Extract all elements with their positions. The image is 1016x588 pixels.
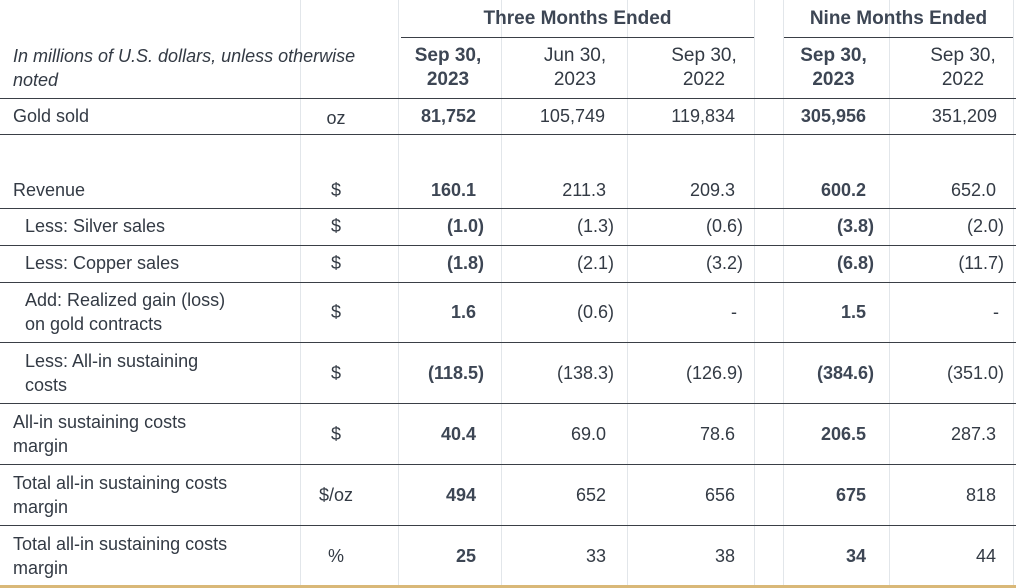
period-header: Sep 30, 2022	[930, 45, 996, 90]
row-label: Less: All-in sustaining costs	[25, 351, 199, 395]
row-unit: $	[330, 424, 341, 444]
row-label: Less: Silver sales	[25, 216, 166, 236]
value-cell: 600.2	[820, 180, 866, 200]
value-cell: (2.0)	[966, 216, 1004, 236]
row-unit: %	[327, 546, 344, 566]
value-cell: 287.3	[950, 424, 996, 444]
row-unit: $	[330, 253, 341, 273]
table-bottom-border	[0, 585, 1016, 588]
value-cell: (126.9)	[685, 363, 743, 383]
value-cell: 351,209	[931, 106, 997, 126]
value-cell: (6.8)	[836, 253, 874, 273]
value-cell: 675	[835, 485, 866, 505]
row-label: Gold sold	[13, 106, 90, 126]
value-cell: 40.4	[440, 424, 476, 444]
value-cell: 652.0	[950, 180, 996, 200]
value-cell: 25	[455, 546, 476, 566]
value-cell: (3.8)	[836, 216, 874, 236]
value-cell: -	[993, 302, 999, 322]
row-label: Add: Realized gain (loss) on gold contrac…	[25, 290, 226, 334]
grid-line	[889, 0, 890, 586]
group-underline	[401, 37, 754, 38]
grid-line	[398, 0, 399, 586]
value-cell: 119,834	[671, 106, 735, 126]
row-unit: $	[330, 363, 341, 383]
value-cell: (3.2)	[705, 253, 743, 273]
value-cell: 305,956	[800, 106, 866, 126]
row-label: Less: Copper sales	[25, 253, 180, 273]
row-divider	[0, 403, 1016, 404]
value-cell: (1.0)	[446, 216, 484, 236]
row-label: Total all-in sustaining costs margin	[13, 473, 228, 517]
row-divider	[0, 98, 1016, 99]
value-cell: (384.6)	[816, 363, 874, 383]
grid-line	[501, 0, 502, 586]
value-cell: 81,752	[420, 106, 476, 126]
row-unit: $	[330, 302, 341, 322]
row-divider	[0, 525, 1016, 526]
value-cell: 105,749	[539, 106, 605, 126]
row-unit: oz	[326, 108, 346, 128]
value-cell: 38	[714, 546, 735, 566]
table-caption: In millions of U.S. dollars, unless othe…	[13, 46, 356, 90]
value-cell: 33	[585, 546, 606, 566]
value-cell: 652	[575, 485, 606, 505]
value-cell: (2.1)	[576, 253, 614, 273]
period-header: Sep 30, 2023	[414, 45, 482, 90]
row-label: All-in sustaining costs margin	[13, 412, 187, 456]
value-cell: (0.6)	[576, 302, 614, 322]
row-divider	[0, 134, 1016, 135]
value-cell: (138.3)	[556, 363, 614, 383]
row-divider	[0, 282, 1016, 283]
grid-line	[1013, 0, 1014, 586]
value-cell: 494	[445, 485, 476, 505]
group-underline	[784, 37, 1013, 38]
grid-line	[300, 0, 301, 586]
value-cell: 656	[704, 485, 735, 505]
period-header: Sep 30, 2022	[671, 45, 737, 90]
row-unit: $/oz	[318, 485, 354, 505]
grid-line	[627, 0, 628, 586]
row-unit: $	[330, 180, 341, 200]
row-label: Total all-in sustaining costs margin	[13, 534, 228, 578]
row-divider	[0, 464, 1016, 465]
period-header: Jun 30, 2023	[543, 45, 607, 90]
value-cell: -	[731, 302, 737, 322]
row-label: Revenue	[13, 180, 86, 200]
row-divider	[0, 208, 1016, 209]
value-cell: 1.6	[450, 302, 476, 322]
value-cell: 69.0	[570, 424, 606, 444]
value-cell: (118.5)	[427, 363, 484, 383]
value-cell: (1.8)	[446, 253, 484, 273]
value-cell: (351.0)	[946, 363, 1004, 383]
value-cell: 44	[975, 546, 996, 566]
value-cell: 1.5	[840, 302, 866, 322]
value-cell: (1.3)	[576, 216, 614, 236]
value-cell: 206.5	[820, 424, 866, 444]
value-cell: 211.3	[562, 180, 606, 200]
row-divider	[0, 342, 1016, 343]
value-cell: 818	[965, 485, 996, 505]
group-header-three-months: Three Months Ended	[483, 8, 672, 29]
value-cell: 78.6	[699, 424, 735, 444]
value-cell: 209.3	[689, 180, 735, 200]
value-cell: 160.1	[430, 180, 476, 200]
row-divider	[0, 245, 1016, 246]
row-unit: $	[330, 216, 341, 236]
period-header: Sep 30, 2023	[800, 45, 867, 90]
value-cell: (11.7)	[958, 253, 1004, 273]
grid-line	[783, 0, 784, 586]
group-header-nine-months: Nine Months Ended	[809, 8, 988, 29]
grid-line	[754, 0, 755, 586]
value-cell: (0.6)	[705, 216, 743, 236]
value-cell: 34	[845, 546, 866, 566]
